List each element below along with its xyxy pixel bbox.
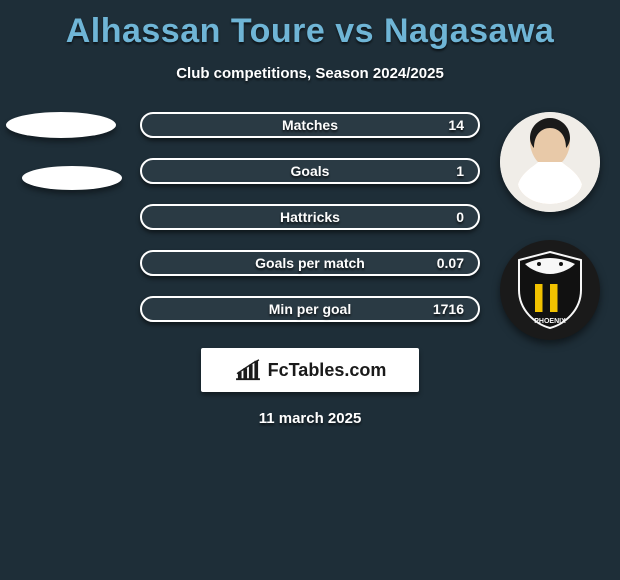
stat-bar: Min per goal 1716 (140, 296, 480, 322)
site-badge: FcTables.com (201, 348, 419, 392)
placeholder-ellipse (22, 166, 122, 190)
date-label: 11 march 2025 (0, 410, 620, 427)
left-player-placeholder (0, 112, 120, 190)
stat-label: Hattricks (280, 209, 340, 225)
stat-label: Goals (291, 163, 330, 179)
stat-value-right: 14 (448, 117, 464, 133)
club-crest-icon: PHOENIX (515, 250, 585, 330)
page-title: Alhassan Toure vs Nagasawa (0, 0, 620, 51)
bar-chart-icon (234, 359, 262, 381)
svg-text:PHOENIX: PHOENIX (534, 318, 566, 325)
right-player-column: PHOENIX (490, 112, 610, 340)
person-icon (500, 112, 600, 212)
stat-label: Goals per match (255, 255, 365, 271)
stat-bars: Matches 14 Goals 1 Hattricks 0 Goals per… (140, 112, 480, 322)
stat-value-right: 0.07 (437, 255, 464, 271)
stat-bar: Hattricks 0 (140, 204, 480, 230)
player-avatar (500, 112, 600, 212)
page-subtitle: Club competitions, Season 2024/2025 (0, 65, 620, 82)
stats-area: PHOENIX Matches 14 Goals 1 Hattricks 0 G… (0, 112, 620, 322)
stat-bar: Goals 1 (140, 158, 480, 184)
stat-label: Matches (282, 117, 338, 133)
site-name: FcTables.com (268, 360, 387, 381)
stat-bar: Goals per match 0.07 (140, 250, 480, 276)
stat-label: Min per goal (269, 301, 351, 317)
placeholder-ellipse (6, 112, 116, 138)
club-badge: PHOENIX (500, 240, 600, 340)
stat-value-right: 1716 (433, 301, 464, 317)
stat-value-right: 0 (456, 209, 464, 225)
stat-bar: Matches 14 (140, 112, 480, 138)
stat-value-right: 1 (456, 163, 464, 179)
